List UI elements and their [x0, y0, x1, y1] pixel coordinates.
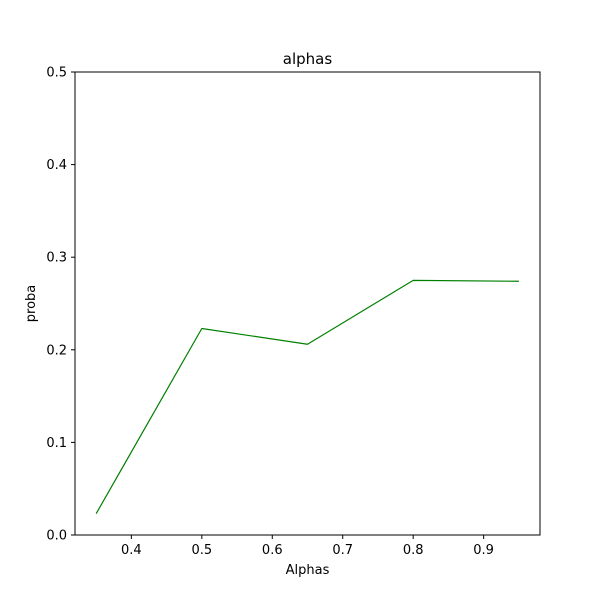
series-line-0: [95, 279, 519, 514]
x-axis-ticks: 0.4 0.5 0.6 0.7 0.8 0.9: [121, 535, 494, 558]
y-tick-label: 0.4: [46, 158, 67, 173]
y-tick-label: 0.3: [46, 251, 67, 266]
y-tick-label: 0.0: [46, 529, 67, 544]
x-tick-label: 0.6: [262, 543, 283, 558]
x-tick-label: 0.9: [473, 543, 494, 558]
y-tick-label: 0.2: [46, 343, 67, 358]
x-tick-label: 0.4: [121, 543, 142, 558]
x-tick-label: 0.8: [403, 543, 424, 558]
x-tick-label: 0.5: [191, 543, 212, 558]
chart-title: alphas: [283, 50, 333, 68]
x-axis-label: Alphas: [286, 563, 330, 578]
y-tick-label: 0.1: [46, 436, 67, 451]
x-tick-label: 0.7: [332, 543, 353, 558]
series-group: [95, 279, 519, 514]
plot-frame: [74, 71, 541, 536]
y-tick-label: 0.5: [46, 66, 67, 81]
y-axis-label: proba: [24, 285, 39, 322]
y-axis-ticks: 0.0 0.1 0.2 0.3 0.4 0.5: [46, 66, 75, 544]
